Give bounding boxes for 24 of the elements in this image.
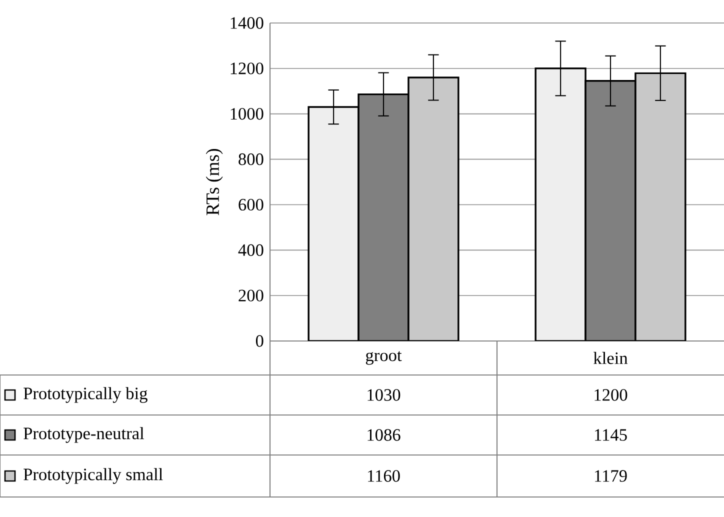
legend-label: Prototype-neutral: [24, 427, 144, 443]
data-label: 1200: [594, 389, 628, 401]
x-tick-label: klein: [594, 352, 628, 364]
data-label: 1160: [368, 470, 400, 482]
y-tick-label: 0: [256, 335, 264, 347]
y-axis-title: RTs (ms): [206, 149, 223, 216]
legend-label: Prototypically small: [24, 468, 163, 484]
y-tick-label: 1400: [230, 17, 264, 29]
bar: [408, 76, 460, 341]
data-label: 1179: [595, 470, 627, 482]
data-label: 1030: [368, 389, 400, 401]
y-tick-label: 200: [238, 290, 264, 302]
legend-label: Prototypically big: [24, 387, 148, 403]
data-label: 1086: [368, 429, 400, 441]
bar: [634, 72, 686, 341]
data-label: 1145: [595, 429, 627, 441]
y-tick-label: 800: [238, 153, 264, 166]
y-tick-label: 600: [238, 198, 264, 211]
bar: [534, 68, 586, 341]
bar: [308, 106, 360, 341]
y-tick-label: 1200: [230, 62, 264, 74]
y-tick-label: 1000: [230, 108, 264, 120]
y-tick-label: 400: [238, 244, 264, 256]
x-tick-label: groot: [366, 351, 402, 365]
